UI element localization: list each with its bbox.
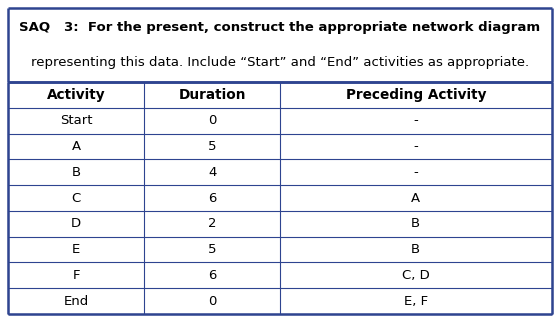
Text: B: B: [411, 217, 421, 230]
Text: 4: 4: [208, 166, 216, 179]
Text: Duration: Duration: [178, 88, 246, 102]
Text: C, D: C, D: [402, 269, 430, 282]
Text: -: -: [413, 114, 418, 127]
Text: C: C: [72, 192, 81, 204]
Text: D: D: [71, 217, 81, 230]
Text: A: A: [72, 140, 81, 153]
Text: -: -: [413, 166, 418, 179]
Text: E, F: E, F: [404, 295, 428, 308]
Text: 6: 6: [208, 192, 216, 204]
Text: 2: 2: [208, 217, 216, 230]
Text: F: F: [73, 269, 80, 282]
Text: Start: Start: [60, 114, 92, 127]
Text: SAQ   3:  For the present, construct the appropriate network diagram: SAQ 3: For the present, construct the ap…: [20, 21, 540, 34]
Text: 0: 0: [208, 295, 216, 308]
Text: 5: 5: [208, 140, 216, 153]
Text: 0: 0: [208, 114, 216, 127]
Text: Activity: Activity: [47, 88, 106, 102]
Text: B: B: [72, 166, 81, 179]
Text: End: End: [64, 295, 89, 308]
Text: 6: 6: [208, 269, 216, 282]
Text: representing this data. Include “Start” and “End” activities as appropriate.: representing this data. Include “Start” …: [31, 56, 529, 69]
Text: B: B: [411, 243, 421, 256]
Text: E: E: [72, 243, 81, 256]
Text: -: -: [413, 140, 418, 153]
Text: A: A: [411, 192, 421, 204]
Text: Preceding Activity: Preceding Activity: [346, 88, 486, 102]
Text: 5: 5: [208, 243, 216, 256]
